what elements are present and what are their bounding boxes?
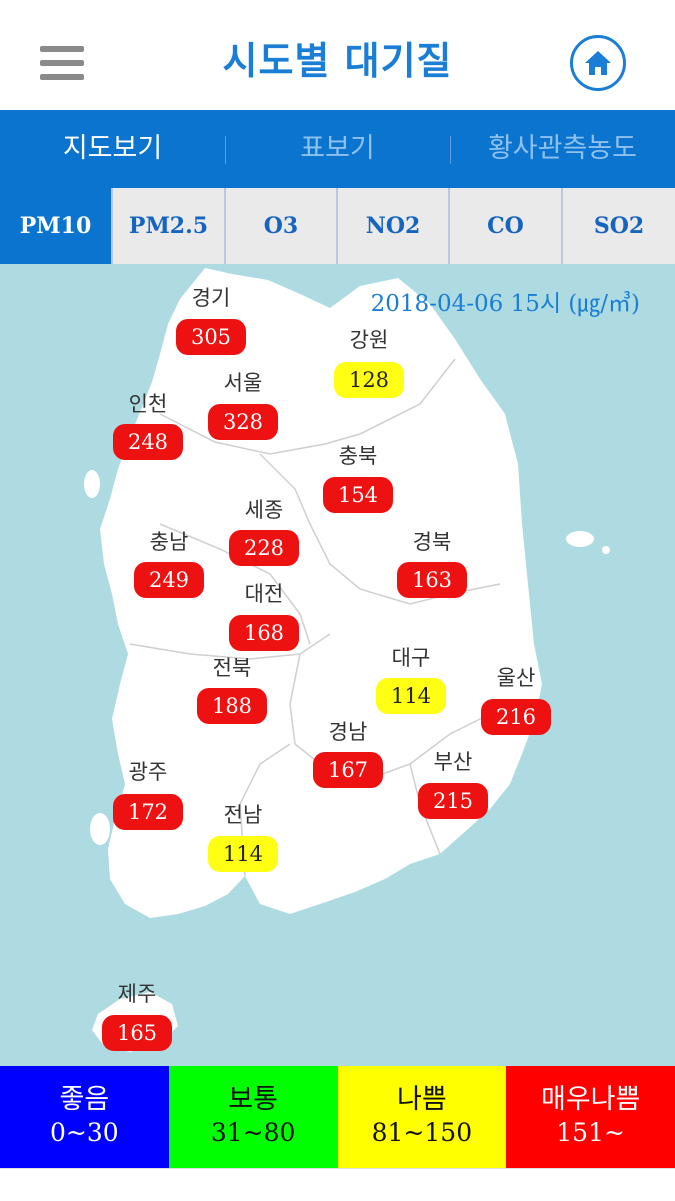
region-label: 부산 [433, 750, 473, 774]
region-value-badge[interactable]: 188 [197, 688, 267, 724]
region-value-badge[interactable]: 249 [134, 562, 204, 598]
legend-normal: 보통 31~80 [168, 1066, 338, 1168]
region-value-badge[interactable]: 172 [113, 794, 183, 830]
region-value-badge[interactable]: 154 [323, 477, 393, 513]
region-value-badge[interactable]: 114 [208, 836, 278, 872]
page-title: 시도별 대기질 [222, 39, 453, 83]
region-value-badge[interactable]: 215 [418, 783, 488, 819]
app-header: 시도별 대기질 [0, 0, 675, 110]
region-label: 울산 [496, 666, 536, 690]
legend-label: 매우나쁨 [540, 1084, 641, 1115]
bottom-bar [0, 1168, 675, 1201]
home-icon [585, 51, 611, 75]
region-label: 세종 [244, 498, 284, 522]
region-value-badge[interactable]: 216 [481, 699, 551, 735]
region-label: 대전 [244, 582, 284, 606]
legend-range: 31~80 [210, 1118, 296, 1147]
region-label: 경기 [191, 286, 231, 310]
home-button[interactable] [570, 35, 626, 91]
legend-range: 0~30 [50, 1118, 119, 1147]
legend-label: 좋음 [59, 1084, 110, 1115]
air-quality-map: 2018-04-06 15시 (㎍/㎥) 경기 305 강원 128 서울 32… [0, 264, 675, 1066]
tab-divider [450, 136, 451, 164]
region-label: 인천 [128, 392, 168, 416]
region-value-badge[interactable]: 168 [229, 615, 299, 651]
legend-good: 좋음 0~30 [0, 1066, 169, 1168]
hamburger-menu-icon[interactable] [40, 46, 86, 82]
region-value-badge[interactable]: 305 [176, 319, 246, 355]
region-label: 경남 [328, 720, 368, 744]
region-label: 서울 [223, 371, 263, 395]
legend-label: 보통 [228, 1084, 278, 1115]
region-label: 전남 [223, 803, 263, 827]
pollutant-tab-pm10[interactable]: PM10 [0, 188, 113, 264]
region-value-badge[interactable]: 165 [102, 1015, 172, 1051]
pollutant-tab-so2[interactable]: SO2 [593, 213, 645, 239]
region-value-badge[interactable]: 328 [208, 404, 278, 440]
region-label: 충남 [149, 530, 189, 554]
view-tabs: 지도보기 표보기 황사관측농도 [0, 110, 675, 188]
pollutant-tabs: PM10 PM2.5 O3 NO2 CO SO2 [0, 188, 675, 264]
pollutant-tab-co[interactable]: CO [450, 188, 563, 264]
region-value-badge[interactable]: 167 [313, 752, 383, 788]
pollutant-tab-pm25[interactable]: PM2.5 [113, 188, 226, 264]
region-label: 전북 [212, 656, 252, 680]
legend-range: 81~150 [371, 1118, 473, 1147]
legend-label: 나쁨 [397, 1084, 447, 1115]
pollutant-tab-o3[interactable]: O3 [226, 188, 338, 264]
region-label: 강원 [349, 328, 389, 352]
tab-table-view[interactable]: 표보기 [300, 133, 375, 164]
region-label: 대구 [391, 646, 431, 670]
region-value-badge[interactable]: 163 [397, 562, 467, 598]
measurement-timestamp: 2018-04-06 15시 (㎍/㎥) [370, 291, 640, 317]
air-quality-legend: 좋음 0~30 보통 31~80 나쁨 81~150 매우나쁨 151~ [0, 1066, 675, 1168]
pollutant-tab-no2[interactable]: NO2 [338, 188, 450, 264]
region-label: 충북 [338, 444, 378, 468]
region-label: 광주 [128, 760, 168, 784]
tab-map-view[interactable]: 지도보기 [62, 133, 163, 164]
region-label: 제주 [117, 982, 157, 1006]
region-label: 경북 [412, 530, 452, 554]
region-value-badge[interactable]: 248 [113, 424, 183, 460]
legend-range: 151~ [556, 1118, 625, 1147]
legend-bad: 나쁨 81~150 [337, 1066, 507, 1168]
tab-yellow-dust[interactable]: 황사관측농도 [487, 133, 638, 164]
tab-divider [225, 136, 226, 164]
region-value-badge[interactable]: 228 [229, 530, 299, 566]
legend-very-bad: 매우나쁨 151~ [506, 1066, 675, 1168]
region-value-badge[interactable]: 128 [334, 362, 404, 398]
region-value-badge[interactable]: 114 [376, 678, 446, 714]
